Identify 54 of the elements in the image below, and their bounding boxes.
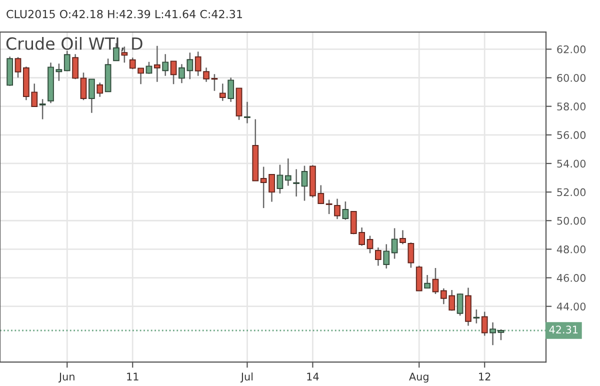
y-tick-label: 50.00 <box>557 216 586 225</box>
y-tick-label: 56.00 <box>557 131 586 140</box>
x-tick-label: Jul <box>240 372 253 382</box>
candlestick <box>301 165 308 202</box>
y-tick-label: 62.00 <box>557 45 586 54</box>
x-tick-label: 14 <box>307 372 319 380</box>
candlestick <box>14 56 22 78</box>
candlestick <box>400 230 406 245</box>
candlestick <box>154 45 160 83</box>
x-tick-label: 12 <box>479 372 490 380</box>
candlestick <box>64 50 70 72</box>
x-tick-label: 11 <box>127 372 138 380</box>
candlestick <box>334 198 340 220</box>
y-tick-label: 54.00 <box>557 160 586 168</box>
candlestick <box>473 308 480 324</box>
x-tick-label: Aug <box>409 372 428 383</box>
candlestick <box>481 311 488 336</box>
y-tick-label: 52.00 <box>557 188 586 196</box>
candlestick <box>244 101 250 124</box>
candlestick <box>416 265 422 292</box>
chart-subtitle: Crude Oil WTI, D <box>6 36 142 52</box>
candlestick <box>391 228 398 260</box>
candlestick <box>276 164 284 194</box>
candlestick <box>342 200 349 220</box>
candlestick <box>326 199 332 215</box>
candlestick <box>80 72 87 101</box>
candlestick <box>96 82 104 98</box>
candlestick <box>383 244 390 270</box>
candlestick <box>72 54 78 80</box>
candlestick <box>432 267 439 295</box>
candlestick <box>228 76 234 103</box>
y-tick-label: 44.00 <box>556 302 586 310</box>
candlestick <box>424 274 430 289</box>
y-tick-label: 46.00 <box>556 274 586 282</box>
candlestick <box>56 62 62 82</box>
candlestick <box>284 158 292 186</box>
candlestick <box>170 60 177 85</box>
candlestick <box>366 235 374 254</box>
ref-line-label: 42.31 <box>549 326 578 334</box>
candlestick <box>456 292 464 316</box>
candlestick <box>39 98 46 120</box>
candlestick <box>293 168 300 198</box>
candlestick <box>375 246 382 266</box>
x-tick-label: Jun <box>58 372 74 382</box>
chart-title: CLU2015 O:42.18 H:42.39 L:41.64 C:42.31 <box>6 10 242 18</box>
candlestick <box>162 54 169 77</box>
y-tick-label: 60.00 <box>557 74 586 82</box>
y-tick-label: 58.00 <box>557 102 586 110</box>
candlestick <box>211 74 218 92</box>
candlestick <box>408 242 414 268</box>
candlestick <box>88 78 95 114</box>
candlestick <box>219 82 226 102</box>
candlestick <box>146 61 152 75</box>
y-tick-label: 48.00 <box>556 245 586 254</box>
